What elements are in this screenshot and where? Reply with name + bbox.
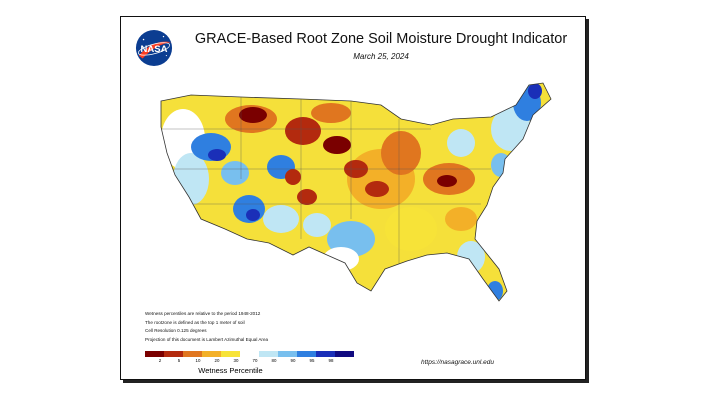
map-figure-frame: NASA GRACE-Based Root Zone Soil Moisture… <box>120 16 586 380</box>
legend-tick-label: 10 <box>195 358 201 363</box>
legend-tick-label: 98 <box>328 358 334 363</box>
legend-ticks: 2 5 10 20 30 70 80 90 95 98 <box>145 357 354 365</box>
note-line: Wetness percentiles are relative to the … <box>145 311 261 316</box>
legend-swatch <box>240 351 259 357</box>
legend-tick-label: 70 <box>252 358 258 363</box>
legend-swatch <box>164 351 183 357</box>
legend-swatch <box>297 351 316 357</box>
legend-swatch <box>335 351 354 357</box>
legend-tick-label: 80 <box>271 358 277 363</box>
legend-swatch <box>278 351 297 357</box>
legend-tick-label: 90 <box>290 358 296 363</box>
legend-tick-label: 5 <box>177 358 181 363</box>
map-title: GRACE-Based Root Zone Soil Moisture Drou… <box>194 31 568 47</box>
legend-color-bar <box>145 351 354 357</box>
legend-swatch <box>202 351 221 357</box>
note-line: Cell Resolution 0.125 degrees <box>145 328 207 334</box>
note-line: The rootzone is defined as the top 1 met… <box>145 319 245 325</box>
legend-swatch <box>259 351 278 357</box>
map-date: March 25, 2024 <box>353 52 409 61</box>
legend-swatch <box>183 351 202 357</box>
nasa-logo: NASA <box>135 29 173 67</box>
legend-swatch <box>145 351 164 357</box>
legend-tick-label: 2 <box>158 358 162 363</box>
legend-swatch <box>316 351 335 357</box>
wetness-legend: 2 5 10 20 30 70 80 90 95 98 Wetness Percentile <box>145 351 354 375</box>
legend-tick-label: 30 <box>233 358 239 363</box>
note-line: Projection of this document is Lambert A… <box>145 336 269 342</box>
legend-tick-label: 20 <box>214 358 220 363</box>
map-notes: Wetness percentiles are relative to the … <box>145 310 268 344</box>
logo-text: NASA <box>141 44 168 55</box>
legend-swatch <box>221 351 240 357</box>
us-drought-map <box>160 82 552 302</box>
source-url: https://nasagrace.unl.edu <box>421 359 494 366</box>
legend-tick-label: 95 <box>309 358 315 363</box>
legend-title: Wetness Percentile <box>198 366 263 375</box>
